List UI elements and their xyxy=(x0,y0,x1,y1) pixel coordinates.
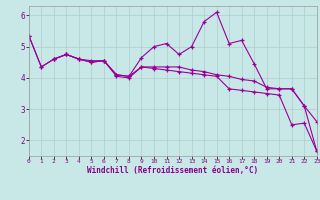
X-axis label: Windchill (Refroidissement éolien,°C): Windchill (Refroidissement éolien,°C) xyxy=(87,166,258,175)
